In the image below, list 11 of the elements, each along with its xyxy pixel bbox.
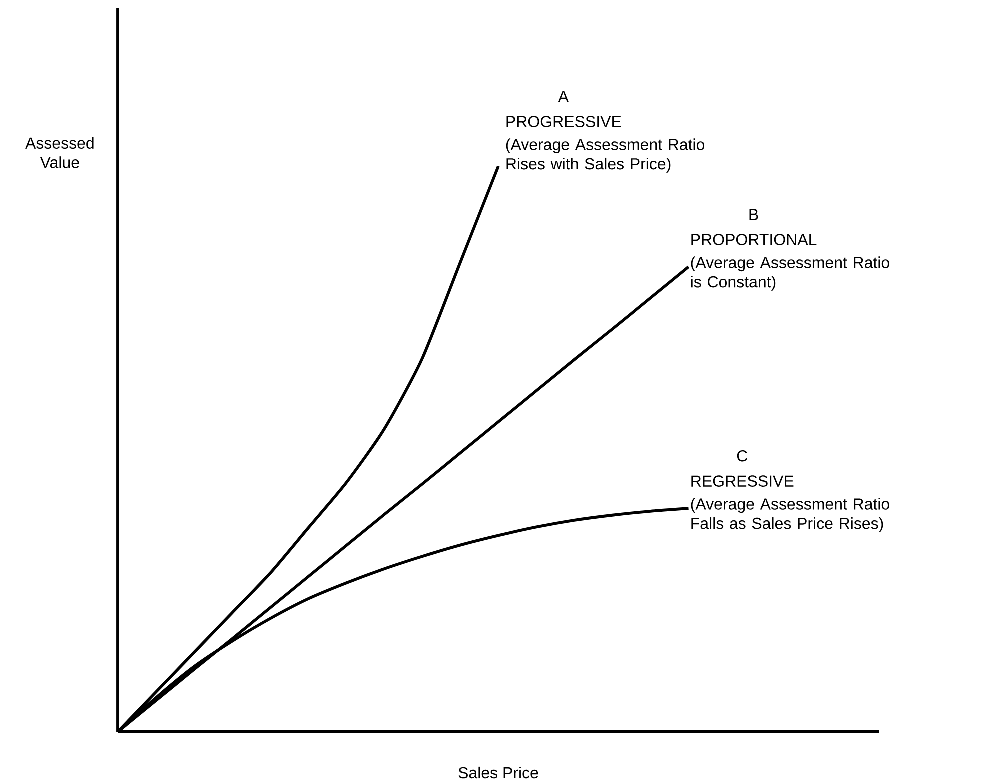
text: PROGRESSIVE <box>506 116 622 128</box>
series-label: REGRESSIVE <box>692 476 794 487</box>
text: A <box>558 91 569 102</box>
annotation: (Average Assessment Ratio Falls as Sales Price Rises) <box>691 498 890 532</box>
x-axis-title: Sales Price <box>458 766 538 779</box>
annotation: (Average Assessment Ratio is Constant) <box>691 256 890 291</box>
annotation: C <box>737 450 748 462</box>
annotation: B <box>750 209 758 220</box>
annotation: (Average Assessment Ratio Rises with Sales Price) <box>506 138 705 173</box>
y-axis-title: Assessed Value <box>26 137 94 168</box>
series-label: PROPORTIONAL <box>692 234 817 246</box>
